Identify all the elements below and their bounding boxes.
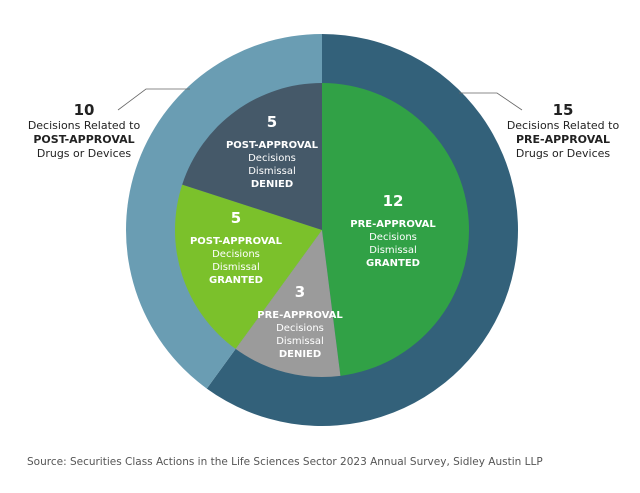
slice-label-2-title: POST-APPROVAL	[190, 236, 283, 247]
outer-label-post-bold: POST-APPROVAL	[33, 133, 135, 146]
inner-pie-slice-2	[175, 184, 322, 349]
outer-label-pre-line1: Decisions Related to	[506, 119, 620, 132]
leader-line-pre	[459, 92, 523, 111]
slice-label-0-status: GRANTED	[366, 258, 420, 269]
leader-lines	[117, 88, 523, 111]
inner-pie-slice-3	[182, 83, 322, 230]
outer-label-post-line1: Decisions Related to	[27, 119, 141, 132]
outer-label-post-line3: Drugs or Devices	[36, 147, 132, 160]
outer-label-post-value: 10	[73, 101, 95, 119]
slice-label-3-title: POST-APPROVAL	[226, 140, 319, 151]
slice-label-3: 5 POST-APPROVAL Decisions Dismissal DENIED	[226, 113, 319, 190]
slice-label-2-value: 5	[231, 209, 241, 227]
outer-label-pre-bold: PRE-APPROVAL	[515, 133, 611, 146]
inner-pie-slice-1	[235, 230, 341, 377]
inner-pie-slice-0	[322, 83, 470, 376]
slice-label-0-value: 12	[383, 192, 404, 210]
outer-label-pre-value: 15	[552, 101, 574, 119]
slice-label-0-line1: Decisions	[369, 232, 417, 243]
slice-label-1-value: 3	[295, 283, 305, 301]
slice-label-1-title: PRE-APPROVAL	[257, 310, 343, 321]
source-note: Source: Securities Class Actions in the …	[27, 456, 543, 468]
outer-label-post-approval: 10 Decisions Related to POST-APPROVAL Dr…	[14, 103, 154, 161]
slice-label-2-line2: Dismissal	[212, 262, 260, 273]
slice-label-1: 3 PRE-APPROVAL Decisions Dismissal DENIED	[257, 283, 343, 360]
slice-label-2-line1: Decisions	[212, 249, 260, 260]
slice-label-1-line1: Decisions	[276, 323, 324, 334]
slice-label-2: 5 POST-APPROVAL Decisions Dismissal GRANTED	[190, 209, 283, 286]
slice-label-3-line1: Decisions	[248, 153, 296, 164]
inner-pie	[175, 83, 470, 377]
slice-label-1-line2: Dismissal	[276, 336, 324, 347]
slice-label-3-status: DENIED	[251, 179, 293, 190]
slice-label-0: 12 PRE-APPROVAL Decisions Dismissal GRANTED	[350, 192, 436, 269]
slice-label-3-line2: Dismissal	[248, 166, 296, 177]
inner-pie-labels: 12PRE-APPROVALDecisionsDismissalGRANTED3…	[190, 113, 436, 360]
slice-label-0-title: PRE-APPROVAL	[350, 219, 436, 230]
outer-label-pre-approval: 15 Decisions Related to PRE-APPROVAL Dru…	[493, 103, 633, 161]
slice-label-0-line2: Dismissal	[369, 245, 417, 256]
outer-label-pre-line3: Drugs or Devices	[515, 147, 611, 160]
leader-line-post	[117, 88, 190, 111]
slice-label-3-value: 5	[267, 113, 277, 131]
slice-label-2-status: GRANTED	[209, 275, 263, 286]
slice-label-1-status: DENIED	[279, 349, 321, 360]
